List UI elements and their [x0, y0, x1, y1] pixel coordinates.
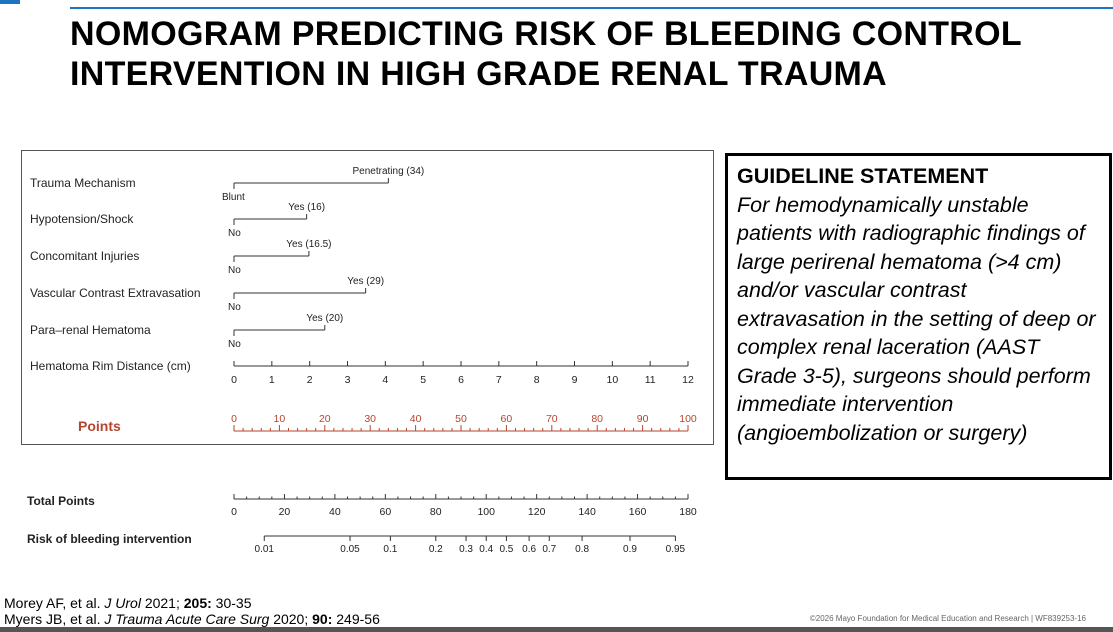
- guideline-body: For hemodynamically unstable patients wi…: [737, 192, 1096, 445]
- ref-volume: 205:: [183, 595, 212, 611]
- points-tick-label: 100: [679, 413, 697, 425]
- risk-tick-label: 0.6: [522, 544, 536, 555]
- risk-tick-label: 0.1: [383, 544, 397, 555]
- total-points-label: Total Points: [27, 494, 95, 508]
- rim-tick-label: 0: [231, 374, 237, 386]
- total-points-tick-label: 160: [629, 506, 647, 518]
- rim-tick-label: 9: [572, 374, 578, 386]
- rim-tick-label: 11: [645, 374, 656, 386]
- risk-tick-label: 0.2: [429, 544, 443, 555]
- total-points-tick-label: 60: [379, 506, 391, 518]
- accent-line: [70, 7, 1113, 9]
- variable-high-label: Yes (16): [288, 202, 325, 213]
- total-points-tick-label: 120: [528, 506, 546, 518]
- variable-high-label: Yes (20): [306, 313, 343, 324]
- variable-label: Hypotension/Shock: [30, 212, 134, 226]
- rim-tick-label: 12: [682, 374, 694, 386]
- points-tick-label: 80: [591, 413, 603, 425]
- rim-tick-label: 6: [458, 374, 464, 386]
- variable-low-label: No: [228, 265, 241, 276]
- total-points-tick-label: 80: [430, 506, 442, 518]
- rim-tick-label: 4: [382, 374, 388, 386]
- ref-journal: J Trauma Acute Care Surg: [104, 611, 270, 627]
- risk-tick-label: 0.5: [499, 544, 513, 555]
- guideline-heading: GUIDELINE STATEMENT: [737, 164, 989, 188]
- ref-authors: Morey AF, et al.: [4, 595, 105, 611]
- bottom-strip: [0, 627, 1113, 632]
- variable-label: Trauma Mechanism: [30, 176, 136, 190]
- risk-tick-label: 0.9: [623, 544, 637, 555]
- risk-tick-label: 0.3: [459, 544, 473, 555]
- slide-title: NOMOGRAM PREDICTING RISK OF BLEEDING CON…: [70, 15, 1022, 93]
- points-tick-label: 60: [501, 413, 513, 425]
- points-tick-label: 10: [274, 413, 286, 425]
- total-points-tick-label: 40: [329, 506, 341, 518]
- total-points-tick-label: 20: [279, 506, 291, 518]
- points-label: Points: [78, 418, 121, 434]
- total-points-tick-label: 0: [231, 506, 237, 518]
- rim-tick-label: 5: [420, 374, 426, 386]
- risk-tick-label: 0.05: [340, 544, 360, 555]
- variable-label: Concomitant Injuries: [30, 249, 139, 263]
- points-tick-label: 30: [364, 413, 376, 425]
- rim-label: Hematoma Rim Distance (cm): [30, 359, 191, 373]
- reference-2: Myers JB, et al. J Trauma Acute Care Sur…: [4, 611, 380, 627]
- accent-bar: [0, 0, 20, 4]
- ref-pages: 249-56: [332, 611, 380, 627]
- variable-high-label: Yes (29): [347, 276, 384, 287]
- rim-tick-label: 3: [345, 374, 351, 386]
- risk-tick-label: 0.7: [542, 544, 556, 555]
- nomogram-frame: [21, 150, 714, 445]
- points-tick-label: 20: [319, 413, 331, 425]
- references: Morey AF, et al. J Urol 2021; 205: 30-35…: [4, 595, 380, 627]
- guideline-box: GUIDELINE STATEMENT For hemodynamically …: [725, 153, 1112, 480]
- points-tick-label: 70: [546, 413, 558, 425]
- total-points-tick-label: 100: [477, 506, 495, 518]
- total-points-tick-label: 180: [679, 506, 697, 518]
- variable-low-label: Blunt: [222, 192, 245, 203]
- ref-year: 2020;: [269, 611, 313, 627]
- points-tick-label: 50: [455, 413, 467, 425]
- variable-high-label: Yes (16.5): [286, 239, 331, 250]
- ref-authors: Myers JB, et al.: [4, 611, 105, 627]
- variable-label: Para–renal Hematoma: [30, 323, 151, 337]
- reference-1: Morey AF, et al. J Urol 2021; 205: 30-35: [4, 595, 380, 611]
- ref-year: 2021;: [140, 595, 184, 611]
- copyright: ©2026 Mayo Foundation for Medical Educat…: [809, 614, 1086, 623]
- rim-tick-label: 2: [307, 374, 313, 386]
- risk-tick-label: 0.95: [666, 544, 686, 555]
- ref-volume: 90:: [312, 611, 333, 627]
- ref-pages: 30-35: [211, 595, 252, 611]
- points-tick-label: 90: [637, 413, 649, 425]
- variable-low-label: No: [228, 339, 241, 350]
- risk-tick-label: 0.8: [575, 544, 589, 555]
- points-tick-label: 0: [231, 413, 237, 425]
- ref-journal: J Urol: [104, 595, 141, 611]
- rim-tick-label: 1: [269, 374, 275, 386]
- rim-tick-label: 7: [496, 374, 502, 386]
- rim-tick-label: 10: [606, 374, 618, 386]
- variable-label: Vascular Contrast Extravasation: [30, 286, 201, 300]
- variable-high-label: Penetrating (34): [353, 166, 425, 177]
- variable-low-label: No: [228, 302, 241, 313]
- rim-tick-label: 8: [534, 374, 540, 386]
- total-points-tick-label: 140: [578, 506, 596, 518]
- risk-tick-label: 0.4: [479, 544, 493, 555]
- variable-low-label: No: [228, 228, 241, 239]
- risk-label: Risk of bleeding intervention: [27, 532, 192, 546]
- points-tick-label: 40: [410, 413, 422, 425]
- risk-tick-label: 0.01: [255, 544, 275, 555]
